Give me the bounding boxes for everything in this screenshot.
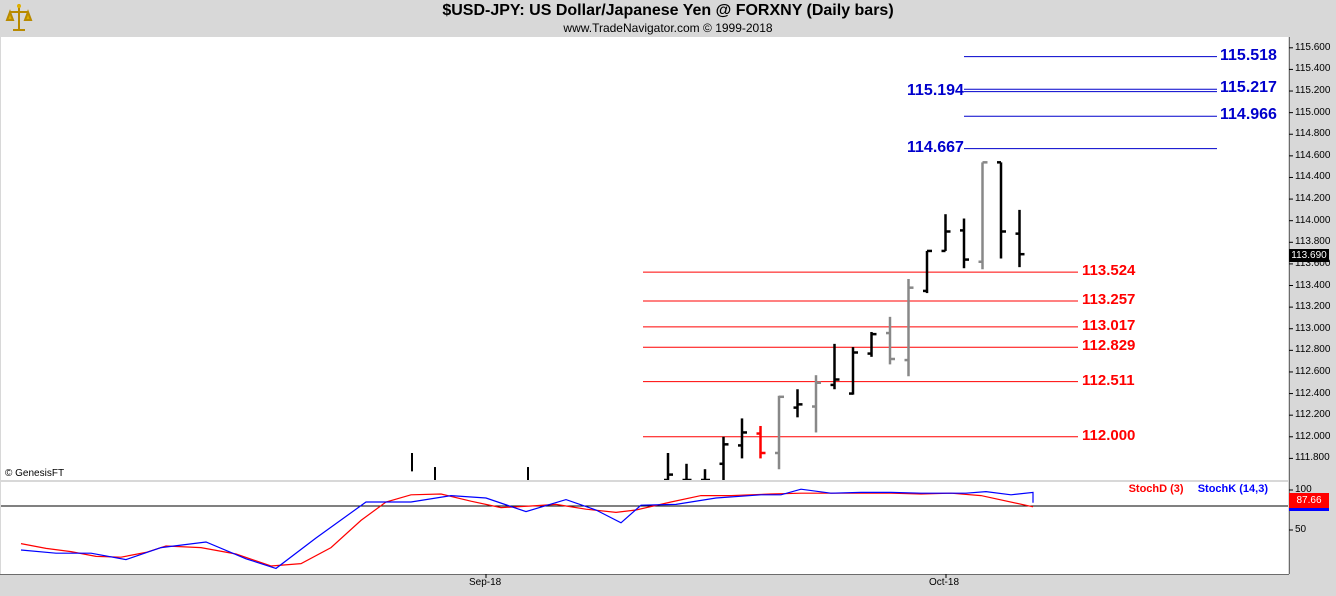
y-tick-label: 112.800 <box>1295 344 1331 356</box>
support-level-label: 113.524 <box>1082 262 1136 280</box>
ohlc-bar <box>849 347 858 395</box>
ohlc-bar <box>738 418 747 459</box>
stoch-d-legend: StochD (3) <box>1128 483 1184 495</box>
chart-title: $USD-JPY: US Dollar/Japanese Yen @ FORXN… <box>442 2 894 19</box>
y-tick-label: 112.200 <box>1295 409 1331 421</box>
chart-subtitle: www.TradeNavigator.com © 1999-2018 <box>563 21 773 35</box>
y-tick-label: 113.800 <box>1295 236 1331 248</box>
stochastic-chart[interactable] <box>1 482 1288 574</box>
y-tick-label: 115.200 <box>1295 85 1331 97</box>
ohlc-bar <box>904 279 914 377</box>
ohlc-bar <box>978 161 988 270</box>
x-axis-ticks <box>0 573 1289 578</box>
y-tick-label: 111.800 <box>1295 452 1330 464</box>
y-tick-label: 113.600 <box>1295 257 1331 269</box>
stoch-d-line <box>20 492 1034 567</box>
stoch-k-line <box>20 488 1034 570</box>
stoch-y-tick-label: 100 <box>1295 484 1312 495</box>
ohlc-bar <box>997 161 1006 259</box>
ohlc-bar <box>682 463 692 480</box>
ohlc-bar <box>793 389 803 418</box>
ohlc-bar <box>1015 209 1025 268</box>
y-tick-label: 113.400 <box>1295 279 1331 291</box>
x-tick-label: Oct-18 <box>929 577 960 588</box>
support-level-label: 112.829 <box>1082 337 1136 355</box>
x-tick-label: Sep-18 <box>469 577 502 588</box>
ohlc-bar <box>960 218 969 269</box>
last-price-readout: 113.690 <box>1289 249 1329 262</box>
y-tick-label: 113.000 <box>1295 322 1331 334</box>
y-tick-label: 114.200 <box>1295 193 1331 205</box>
ohlc-bar <box>923 249 932 294</box>
resistance-level-label: 115.194 <box>907 81 964 99</box>
price-chart[interactable] <box>1 37 1288 480</box>
y-tick-label: 114.600 <box>1295 149 1331 161</box>
ohlc-bar <box>886 316 895 365</box>
support-level-label: 112.511 <box>1082 371 1135 389</box>
ohlc-bar <box>941 214 951 253</box>
ohlc-bar <box>664 452 673 480</box>
ohlc-bar <box>756 425 766 459</box>
y-tick-label: 115.600 <box>1295 41 1331 53</box>
y-tick-label: 112.400 <box>1295 387 1331 399</box>
ohlc-bar <box>812 375 821 433</box>
ohlc-bar <box>775 395 784 470</box>
support-level-label: 113.257 <box>1082 290 1136 308</box>
ohlc-bar <box>719 436 729 480</box>
y-tick-label: 112.000 <box>1295 430 1331 442</box>
resistance-level-label: 115.217 <box>1220 79 1277 97</box>
price-panel[interactable]: © GenesisFT <box>1 37 1288 480</box>
y-tick-label: 114.400 <box>1295 171 1331 183</box>
y-tick-label: 114.000 <box>1295 214 1331 226</box>
ohlc-bar <box>867 331 877 357</box>
y-tick-label: 113.200 <box>1295 301 1331 313</box>
stoch-readout: 87.66 <box>1289 493 1329 508</box>
right-price-axis: 111.800 112.000 112.200 112.400 112.600 112.8… <box>1288 37 1336 574</box>
y-tick-label: 114.800 <box>1295 128 1331 140</box>
trade-navigator-logo-icon <box>5 4 33 31</box>
support-level-label: 112.000 <box>1082 426 1136 444</box>
ohlc-bar <box>830 343 840 390</box>
y-tick-label: 115.400 <box>1295 63 1331 75</box>
resistance-level-label: 114.667 <box>907 138 964 156</box>
resistance-level-label: 115.518 <box>1220 46 1277 64</box>
resistance-level-label: 114.966 <box>1220 106 1277 124</box>
y-tick-label: 115.000 <box>1295 106 1331 118</box>
stoch-k-legend: StochK (14,3) <box>1197 483 1268 495</box>
support-level-label: 113.017 <box>1082 316 1136 334</box>
y-tick-label: 112.600 <box>1295 365 1331 377</box>
title-bar: $USD-JPY: US Dollar/Japanese Yen @ FORXN… <box>0 0 1336 36</box>
copyright-label: © GenesisFT <box>5 468 65 479</box>
date-axis: Sep-18 Oct-18 <box>0 573 1289 591</box>
stoch-y-tick-label: 50 <box>1295 524 1307 535</box>
ohlc-bar <box>701 469 710 480</box>
stochastic-panel[interactable]: StochD (3) StochK (14,3) <box>1 482 1288 574</box>
stochastic-legend: StochD (3) StochK (14,3) <box>1129 483 1268 495</box>
right-axis-ticks <box>1288 37 1293 574</box>
